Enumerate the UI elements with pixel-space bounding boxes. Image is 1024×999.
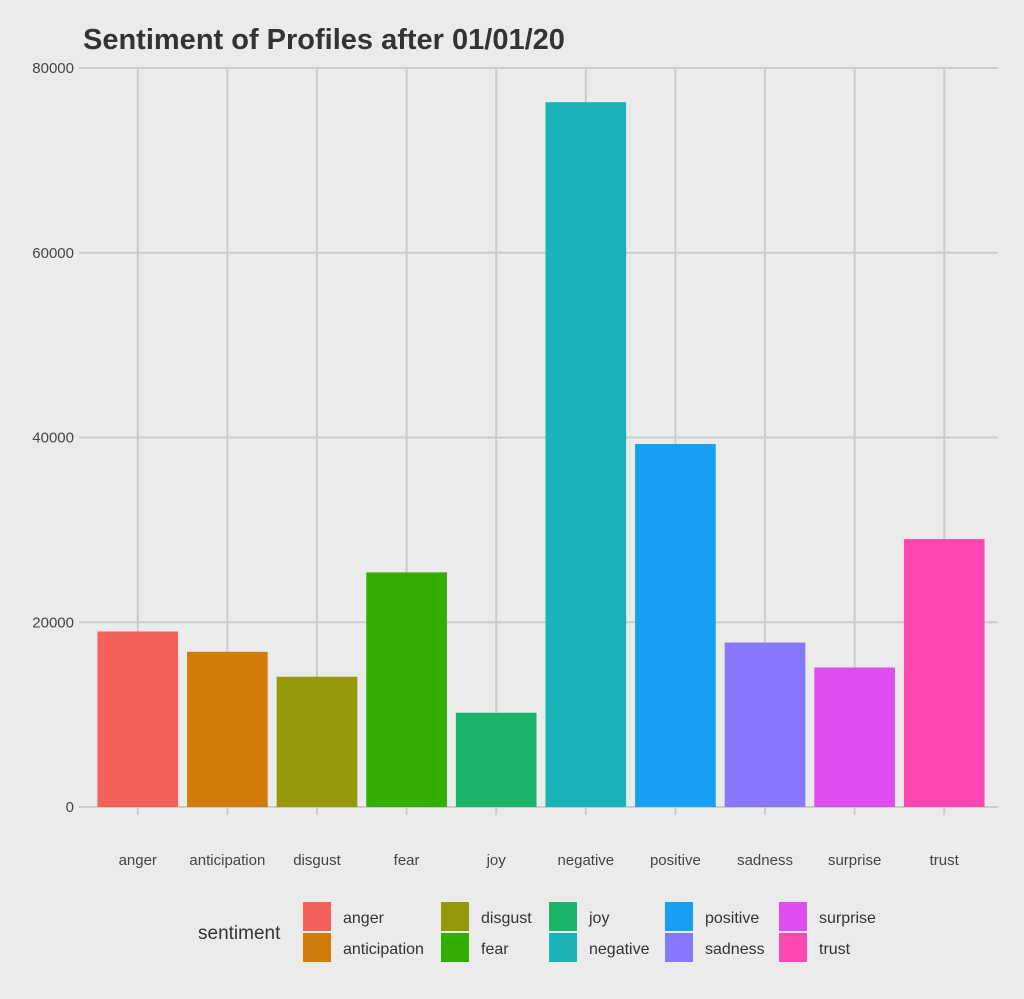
bar-surprise <box>814 667 895 807</box>
x-tick-label: joy <box>486 852 507 869</box>
legend-key-disgust <box>441 902 469 931</box>
y-tick-label: 60000 <box>32 245 74 262</box>
bar-fear <box>366 572 447 807</box>
x-axis: anger anticipation disgust fear joy negative p… <box>119 807 960 869</box>
legend-label: anticipation <box>343 941 424 958</box>
bar-negative <box>545 102 627 807</box>
legend-label: surprise <box>819 910 876 927</box>
legend-label: trust <box>819 941 851 958</box>
legend-label: joy <box>588 910 609 927</box>
legend-key-surprise <box>779 902 807 931</box>
y-tick-label: 40000 <box>32 430 74 447</box>
x-tick-label: positive <box>650 852 701 869</box>
bar-joy <box>455 712 537 807</box>
legend-label: fear <box>481 941 509 958</box>
y-tick-label: 80000 <box>32 60 74 77</box>
bars <box>97 102 985 807</box>
y-tick-label: 20000 <box>32 614 74 631</box>
legend-key-positive <box>665 902 693 931</box>
y-axis: 0 20000 40000 60000 80000 <box>32 60 84 816</box>
legend-key-trust <box>779 933 807 962</box>
legend-key-sadness <box>665 933 693 962</box>
x-tick-label: sadness <box>737 852 793 869</box>
bar-disgust <box>276 676 358 807</box>
bar-positive <box>635 443 716 807</box>
x-tick-label: disgust <box>293 852 341 869</box>
legend-label: sadness <box>705 941 765 958</box>
x-tick-label: anticipation <box>189 852 265 869</box>
bar-anticipation <box>187 651 268 807</box>
legend-title: sentiment <box>198 923 281 944</box>
legend: sentiment anger anticipation disgust fear jo… <box>198 902 876 962</box>
y-tick-label: 0 <box>66 799 74 816</box>
legend-label: negative <box>589 941 650 958</box>
legend-label: disgust <box>481 910 532 927</box>
x-tick-label: anger <box>119 852 157 869</box>
legend-key-negative <box>549 933 577 962</box>
legend-label: positive <box>705 910 759 927</box>
x-tick-label: negative <box>557 852 614 869</box>
bar-trust <box>903 539 985 807</box>
legend-key-anger <box>303 902 331 931</box>
legend-key-anticipation <box>303 933 331 962</box>
x-tick-label: surprise <box>828 852 881 869</box>
legend-label: anger <box>343 910 385 927</box>
legend-key-fear <box>441 933 469 962</box>
bar-anger <box>97 631 179 807</box>
x-tick-label: trust <box>930 852 960 869</box>
bar-sadness <box>724 642 806 807</box>
legend-key-joy <box>549 902 577 931</box>
chart-title: Sentiment of Profiles after 01/01/20 <box>83 24 565 56</box>
x-tick-label: fear <box>394 852 420 869</box>
